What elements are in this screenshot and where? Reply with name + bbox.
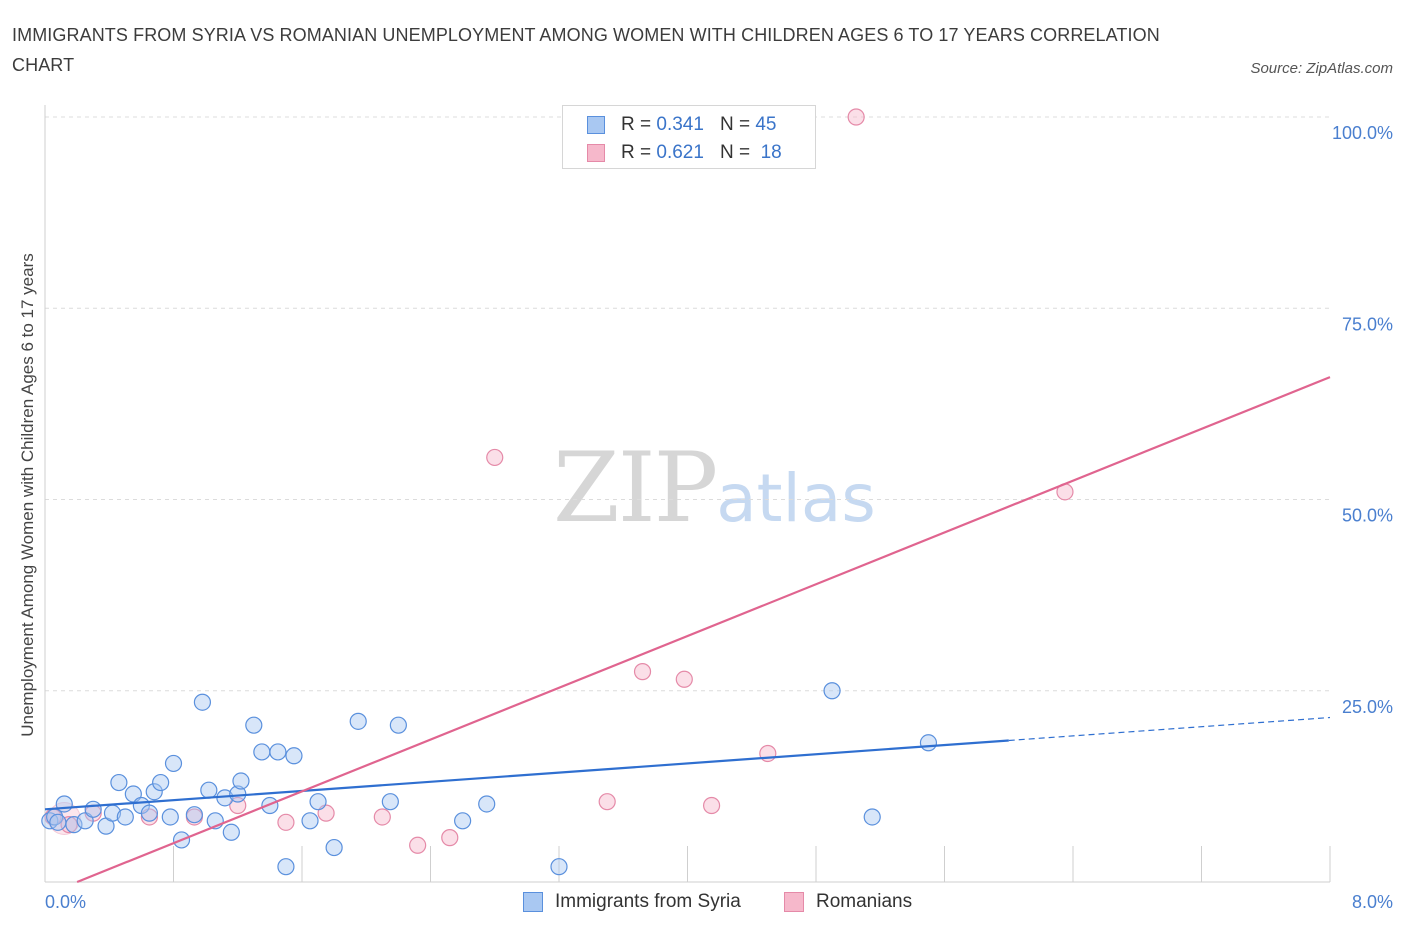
syria-point xyxy=(232,772,250,790)
syria-point xyxy=(164,754,183,773)
syria-point xyxy=(200,781,218,799)
syria-point xyxy=(919,734,938,752)
syria-point xyxy=(550,858,568,876)
legend-swatch-syria xyxy=(587,116,605,134)
legend-n-label: N = xyxy=(719,142,751,163)
syria-trend-line xyxy=(44,739,1009,811)
legend-n-value: 45 xyxy=(755,114,777,135)
romania-point xyxy=(409,836,427,854)
watermark-zip: ZIP xyxy=(553,432,718,544)
y-tick-label: 50.0% xyxy=(1342,506,1393,526)
legend-n-label: N = xyxy=(719,114,751,135)
bottom-legend-label-syria: Immigrants from Syria xyxy=(555,891,741,912)
bottom-legend-label-romania: Romanians xyxy=(816,891,913,912)
romania-point xyxy=(486,448,504,467)
legend-r-label: R = xyxy=(621,114,652,135)
x-tick-label: 8.0% xyxy=(1352,892,1393,912)
romania-point xyxy=(441,829,459,847)
legend-row-syria: R = 0.341 N = 45 xyxy=(587,112,776,138)
bottom-legend-swatch-syria xyxy=(523,892,543,912)
syria-point xyxy=(863,808,881,826)
romania-point xyxy=(675,670,693,688)
bottom-legend-romania: Romanians xyxy=(784,888,912,916)
y-tick-label: 25.0% xyxy=(1342,697,1393,717)
syria-point xyxy=(161,808,179,826)
syria-point xyxy=(253,743,271,761)
legend-n-value: 18 xyxy=(760,142,782,163)
romania-point xyxy=(277,813,295,831)
legend-r-value: 0.341 xyxy=(656,114,704,135)
romania-point xyxy=(598,793,616,811)
syria-trend-extension xyxy=(1008,716,1331,742)
y-tick-label: 100.0% xyxy=(1332,123,1393,143)
correlation-legend: R = 0.341 N = 45 R = 0.621 N = 18 xyxy=(562,105,816,169)
syria-point xyxy=(222,823,240,841)
syria-point xyxy=(116,808,134,826)
legend-r-value: 0.621 xyxy=(656,142,704,163)
syria-point xyxy=(55,795,73,813)
syria-point xyxy=(478,795,496,813)
syria-point xyxy=(823,682,841,700)
syria-point xyxy=(269,743,287,761)
syria-point xyxy=(454,812,472,830)
syria-point xyxy=(84,800,102,818)
x-tick-label: 0.0% xyxy=(45,892,86,912)
syria-point xyxy=(325,838,343,857)
syria-point xyxy=(309,793,327,811)
syria-point xyxy=(145,783,163,801)
syria-point xyxy=(277,858,295,876)
romania-point xyxy=(633,663,652,681)
syria-point xyxy=(49,813,67,831)
syria-point xyxy=(193,693,212,711)
source-label: Source: ZipAtlas.com xyxy=(1250,60,1393,77)
watermark-atlas: atlas xyxy=(716,460,876,537)
bottom-legend-swatch-romania xyxy=(784,892,804,912)
syria-point xyxy=(381,793,399,811)
legend-swatch-romania xyxy=(587,144,605,162)
legend-r-label: R = xyxy=(621,142,652,163)
syria-point xyxy=(245,716,263,734)
romania-point xyxy=(847,108,865,126)
legend-row-romania: R = 0.621 N = 18 xyxy=(587,140,782,166)
syria-point xyxy=(349,712,367,730)
y-tick-label: 75.0% xyxy=(1342,314,1393,334)
syria-point xyxy=(285,747,303,765)
syria-point xyxy=(185,806,203,824)
romania-point xyxy=(702,796,721,815)
syria-point xyxy=(110,773,128,792)
chart-title: IMMIGRANTS FROM SYRIA VS ROMANIAN UNEMPL… xyxy=(12,25,1160,75)
romania-trend-line xyxy=(76,376,1331,884)
romania-point xyxy=(373,808,391,826)
watermark: ZIPatlas xyxy=(553,440,876,536)
syria-point xyxy=(152,773,170,792)
syria-point xyxy=(301,812,319,830)
syria-point xyxy=(389,716,407,734)
syria-point xyxy=(140,804,159,822)
bottom-legend-syria: Immigrants from Syria xyxy=(523,888,741,916)
